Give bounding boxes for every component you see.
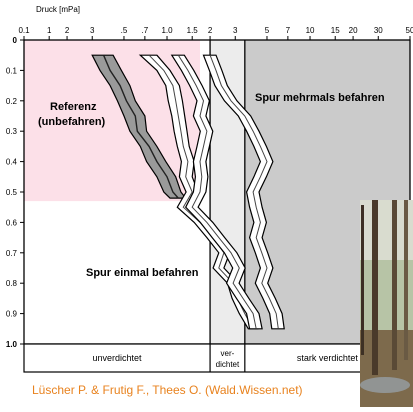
x-tick-label: 20 <box>349 26 358 35</box>
photo-tree-trunk <box>361 205 364 355</box>
x-tick-label: 1.5 <box>187 26 199 35</box>
series-2-band <box>170 54 263 330</box>
y-tick-label: 0.5 <box>6 188 18 197</box>
zone-strip-box <box>23 343 411 373</box>
series-layer <box>91 54 285 330</box>
x-tick-label: 2 <box>208 26 213 35</box>
x-tick-label: 3 <box>90 26 95 35</box>
zone-label-unverdichtet: unverdichtet <box>93 353 143 363</box>
annotation-unbefahren: (unbefahren) <box>38 116 106 128</box>
x-tick-label: 50 <box>406 26 413 35</box>
photo-tree-trunk <box>372 200 378 375</box>
y-tick-label: 0.3 <box>6 127 18 136</box>
x-tick-label: 1 <box>47 26 52 35</box>
series-1-band <box>138 54 259 330</box>
photo-tree-trunk <box>392 200 397 370</box>
y-tick-label: 0.7 <box>6 249 18 258</box>
series-2-line <box>177 54 257 329</box>
x-tick-label: 7 <box>286 26 291 35</box>
forest-track-photo <box>360 200 413 407</box>
x-axis: 0.1 1 2 3 .5 .7 1.0 1.5 2 3 5 7 10 15 20 30 50 <box>18 26 413 40</box>
photo-tree-trunk <box>404 200 408 360</box>
series-3-line <box>209 55 279 329</box>
x-tick-label: .5 <box>121 26 128 35</box>
y-tick-label: 0 <box>13 36 18 45</box>
x-tick-label: 1.0 <box>161 26 173 35</box>
x-tick-label: 10 <box>306 26 315 35</box>
annotation-referenz: Referenz <box>50 101 97 113</box>
x-tick-label: 0.1 <box>18 26 30 35</box>
x-tick-label: 15 <box>331 26 340 35</box>
y-tick-label: 0.6 <box>6 218 18 227</box>
zone-label-verdichtet-1: ver- <box>221 349 235 358</box>
annotation-spur-mehrmals: Spur mehrmals befahren <box>255 92 385 104</box>
x-tick-label: .7 <box>142 26 149 35</box>
zone-label-strip: unverdichtet ver- dichtet stark verdicht… <box>23 343 411 373</box>
y-tick-label: 0.9 <box>6 310 18 319</box>
x-tick-label: 3 <box>233 26 238 35</box>
zone-label-verdichtet-2: dichtet <box>216 360 240 369</box>
series-0-band <box>91 54 187 199</box>
zone-label-stark-verdichtet: stark verdichtet <box>297 353 359 363</box>
y-tick-label: 0.4 <box>6 158 18 167</box>
y-axis: 0 0.1 0.2 0.3 0.4 0.5 0.6 0.7 0.8 0.9 1.0 <box>6 36 24 349</box>
photo-puddle <box>360 377 410 393</box>
source-credit: Lüscher P. & Frutig F., Thees O. (Wald.W… <box>32 383 303 397</box>
x-tick-label: 2 <box>65 26 70 35</box>
x-axis-title: Druck [mPa] <box>36 5 80 14</box>
y-tick-label: 1.0 <box>6 340 18 349</box>
y-tick-label: 0.1 <box>6 66 18 75</box>
x-tick-label: 5 <box>265 26 270 35</box>
annotation-spur-einmal: Spur einmal befahren <box>86 267 199 279</box>
x-tick-label: 30 <box>374 26 383 35</box>
y-tick-label: 0.8 <box>6 279 18 288</box>
y-tick-label: 0.2 <box>6 97 18 106</box>
series-0-line <box>102 54 179 199</box>
